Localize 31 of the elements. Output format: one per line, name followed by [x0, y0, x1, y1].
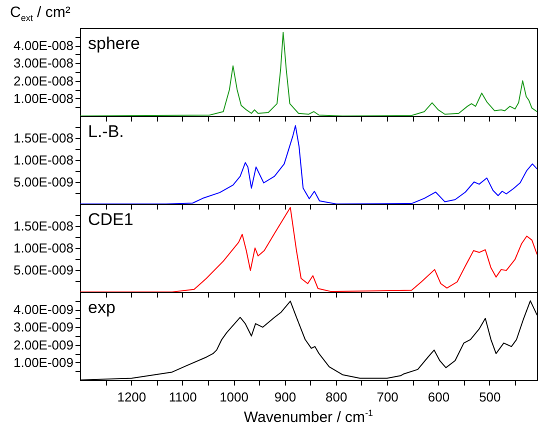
x-tick-label: 700	[376, 390, 398, 404]
text: exp	[88, 298, 116, 317]
y-tick-label: 1.00E-008	[14, 90, 74, 106]
x-tick-label: 800	[326, 390, 348, 404]
x-axis-title: Wavenumber / cm$^{-1}$	[242, 408, 374, 426]
y-tick-label: 5.00E-009	[14, 262, 74, 278]
y-tick-label: 4.00E-009	[14, 302, 74, 318]
x-tick-label: 1100	[168, 390, 197, 404]
y-tick-label: 1.50E-008	[14, 218, 74, 234]
line-series	[80, 125, 537, 204]
line-series	[80, 32, 537, 116]
text: sphere	[88, 34, 140, 53]
y-tick-label: 1.00E-009	[14, 354, 74, 370]
y-tick-label: 3.00E-008	[14, 56, 74, 71]
y-tick-label: 1.50E-008	[14, 130, 74, 146]
line-series	[80, 207, 537, 292]
y-axis-title: C$_{ext}$ / cm²	[9, 3, 72, 25]
y-tick-label: 2.00E-009	[14, 337, 74, 352]
x-tick-label: 1000	[220, 390, 248, 404]
x-tick-label: 600	[428, 390, 450, 404]
x-tick-label: 1200	[117, 390, 146, 404]
y-tick-label: 1.00E-008	[14, 240, 74, 256]
text: L.-B.	[88, 122, 124, 141]
y-tick-label: 1.00E-008	[14, 152, 74, 168]
y-tick-label: 2.00E-008	[14, 73, 74, 88]
y-tick-label: 4.00E-008	[14, 38, 74, 54]
text: CDE1	[88, 210, 134, 229]
y-tick-label: 5.00E-009	[14, 174, 74, 190]
x-tick-label: 900	[274, 390, 296, 404]
x-tick-label: 500	[479, 390, 501, 404]
y-tick-label: 3.00E-009	[14, 320, 74, 335]
